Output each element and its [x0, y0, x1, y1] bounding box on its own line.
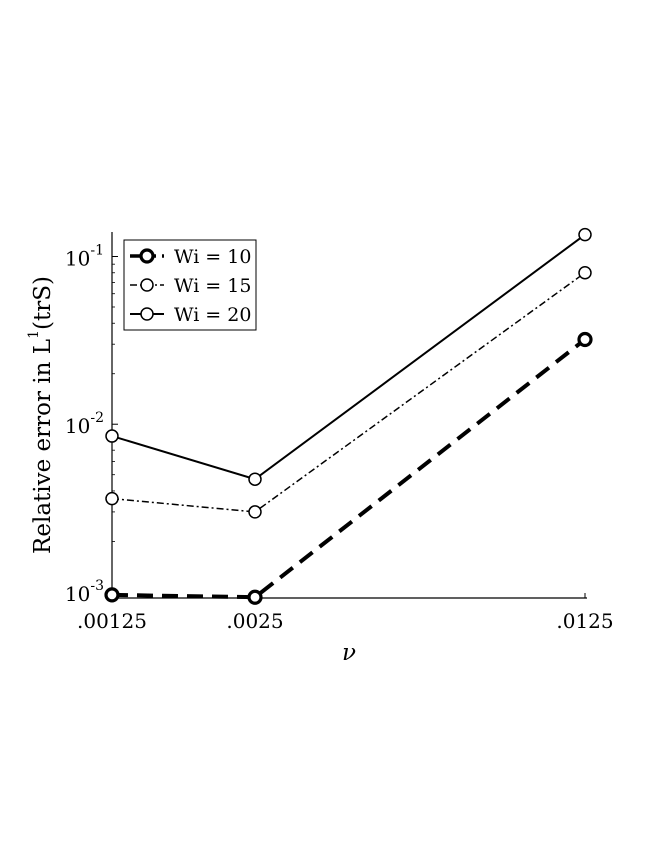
- y-tick-label: 10-1: [65, 243, 104, 271]
- data-point: [105, 491, 119, 506]
- y-tick-label: 10-3: [65, 578, 104, 606]
- series-line-wi-15: [111, 272, 586, 513]
- legend-swatch-marker: [139, 248, 155, 264]
- x-tick-label: .00125: [77, 609, 147, 633]
- y-axis-label: Relative error in L1(trS): [26, 276, 56, 554]
- data-point: [248, 472, 262, 486]
- data-point: [247, 589, 263, 605]
- legend-swatch-marker: [140, 307, 154, 321]
- legend-entry-label: Wi = 10: [174, 246, 251, 268]
- data-point: [577, 331, 593, 348]
- axes: .00125 .0025 .0125 10-3 10-2 10-1 ν Relative er…: [26, 232, 614, 666]
- y-tick-label: 10-2: [65, 410, 104, 438]
- legend-swatch-marker: [140, 278, 154, 292]
- data-point: [105, 429, 119, 443]
- x-tick-label: .0125: [556, 609, 613, 633]
- data-point: [248, 505, 262, 519]
- series-layer: [104, 227, 593, 605]
- data-point: [578, 227, 592, 242]
- legend: Wi = 10 Wi = 15 Wi = 20: [123, 239, 257, 331]
- x-tick-label: .0025: [226, 609, 283, 633]
- legend-entry-label: Wi = 15: [174, 275, 251, 297]
- x-axis-label: ν: [342, 640, 356, 666]
- series-line-wi-10: [111, 337, 587, 600]
- data-point: [578, 266, 592, 280]
- legend-entry-label: Wi = 20: [174, 304, 251, 326]
- data-point: [104, 587, 120, 603]
